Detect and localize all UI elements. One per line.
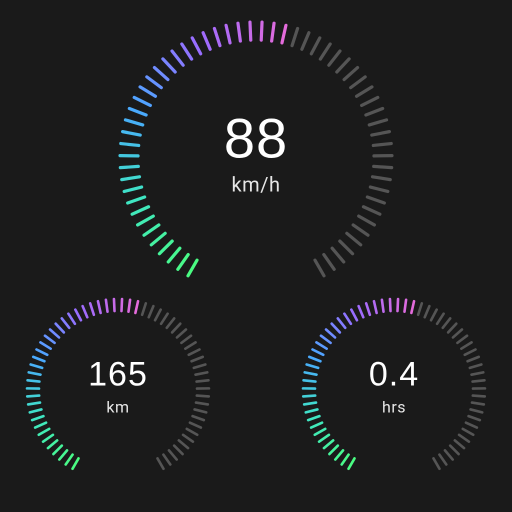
gauge-ticks bbox=[118, 20, 394, 296]
dashboard-stage: 88 km/h 165 km 0.4 hrs bbox=[0, 0, 512, 512]
gauge-ticks bbox=[301, 297, 487, 483]
gauge-ticks bbox=[25, 297, 211, 483]
gauge-distance: 165 km bbox=[25, 297, 211, 483]
gauge-time: 0.4 hrs bbox=[301, 297, 487, 483]
gauge-speed: 88 km/h bbox=[118, 20, 394, 296]
